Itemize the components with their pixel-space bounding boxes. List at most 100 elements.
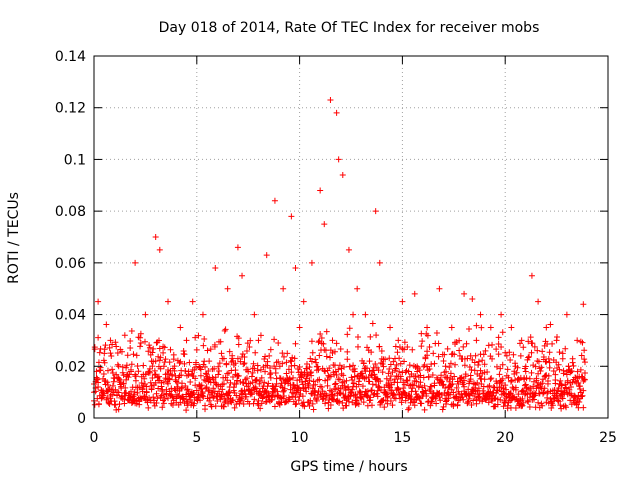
background-point: [487, 376, 494, 383]
background-point: [351, 365, 358, 372]
background-point: [104, 379, 111, 386]
background-point: [163, 386, 170, 393]
background-point: [488, 375, 495, 382]
background-point: [545, 355, 552, 362]
background-point: [140, 362, 147, 369]
background-point: [526, 353, 533, 360]
background-point: [166, 359, 173, 366]
data-point: [543, 324, 550, 331]
data-point: [387, 324, 394, 331]
background-point: [292, 340, 299, 347]
background-point: [322, 400, 329, 407]
background-point: [489, 341, 496, 348]
background-point: [451, 373, 458, 380]
background-point: [486, 382, 493, 389]
background-point: [177, 358, 184, 365]
background-point: [370, 391, 377, 398]
x-axis-label: GPS time / hours: [290, 459, 407, 475]
background-point: [350, 362, 357, 369]
background-point: [227, 379, 234, 386]
data-point: [142, 311, 149, 318]
background-point: [257, 377, 264, 384]
background-point: [189, 391, 196, 398]
background-point: [254, 367, 261, 374]
background-point: [248, 373, 255, 380]
background-point: [508, 377, 515, 384]
background-point: [576, 399, 583, 406]
background-point: [144, 399, 151, 406]
background-point: [494, 387, 501, 394]
background-point: [367, 333, 374, 340]
background-point: [256, 380, 263, 387]
background-point: [95, 400, 102, 407]
background-point: [377, 378, 384, 385]
data-point: [218, 350, 225, 357]
data-point: [354, 285, 361, 292]
background-point: [309, 349, 316, 356]
data-point: [183, 337, 190, 344]
background-point: [517, 340, 524, 347]
y-tick-label: 0.04: [55, 308, 86, 324]
background-point: [146, 344, 153, 351]
background-point: [458, 374, 465, 381]
background-point: [535, 358, 542, 365]
background-point: [447, 360, 454, 367]
background-point: [325, 405, 332, 412]
background-point: [403, 367, 410, 374]
background-point: [581, 359, 588, 366]
background-point: [493, 363, 500, 370]
background-point: [137, 339, 144, 346]
background-point: [514, 364, 521, 371]
background-point: [484, 369, 491, 376]
background-point: [233, 380, 240, 387]
background-point: [497, 365, 504, 372]
background-point: [238, 388, 245, 395]
background-point: [94, 376, 101, 383]
background-point: [350, 380, 357, 387]
background-point: [375, 383, 382, 390]
background-point: [507, 390, 514, 397]
background-point: [262, 353, 269, 360]
background-point: [283, 370, 290, 377]
background-point: [349, 377, 356, 384]
background-point: [532, 363, 539, 370]
background-point: [412, 388, 419, 395]
background-point: [416, 367, 423, 374]
background-point: [438, 378, 445, 385]
background-point: [360, 399, 367, 406]
background-point: [460, 343, 467, 350]
background-point: [272, 369, 279, 376]
background-point: [383, 390, 390, 397]
background-point: [255, 401, 262, 408]
background-point: [493, 346, 500, 353]
background-point: [413, 378, 420, 385]
background-point: [366, 378, 373, 385]
background-point: [479, 357, 486, 364]
background-point: [577, 386, 584, 393]
background-point: [554, 390, 561, 397]
background-point: [290, 374, 297, 381]
background-point: [100, 370, 107, 377]
background-point: [223, 360, 230, 367]
background-point: [525, 338, 532, 345]
background-point: [424, 348, 431, 355]
data-point: [95, 298, 102, 305]
y-tick-label: 0.12: [55, 101, 86, 117]
background-point: [396, 355, 403, 362]
background-point: [525, 354, 532, 361]
background-point: [221, 327, 228, 334]
background-point: [280, 353, 287, 360]
background-point: [581, 376, 588, 383]
background-point: [211, 343, 218, 350]
background-point: [554, 397, 561, 404]
background-point: [571, 394, 578, 401]
background-point: [291, 355, 298, 362]
background-point: [456, 347, 463, 354]
background-point: [285, 376, 292, 383]
data-point: [339, 171, 346, 178]
background-point: [198, 382, 205, 389]
background-point: [335, 366, 342, 373]
background-point: [274, 388, 281, 395]
background-point: [428, 383, 435, 390]
background-point: [318, 334, 325, 341]
